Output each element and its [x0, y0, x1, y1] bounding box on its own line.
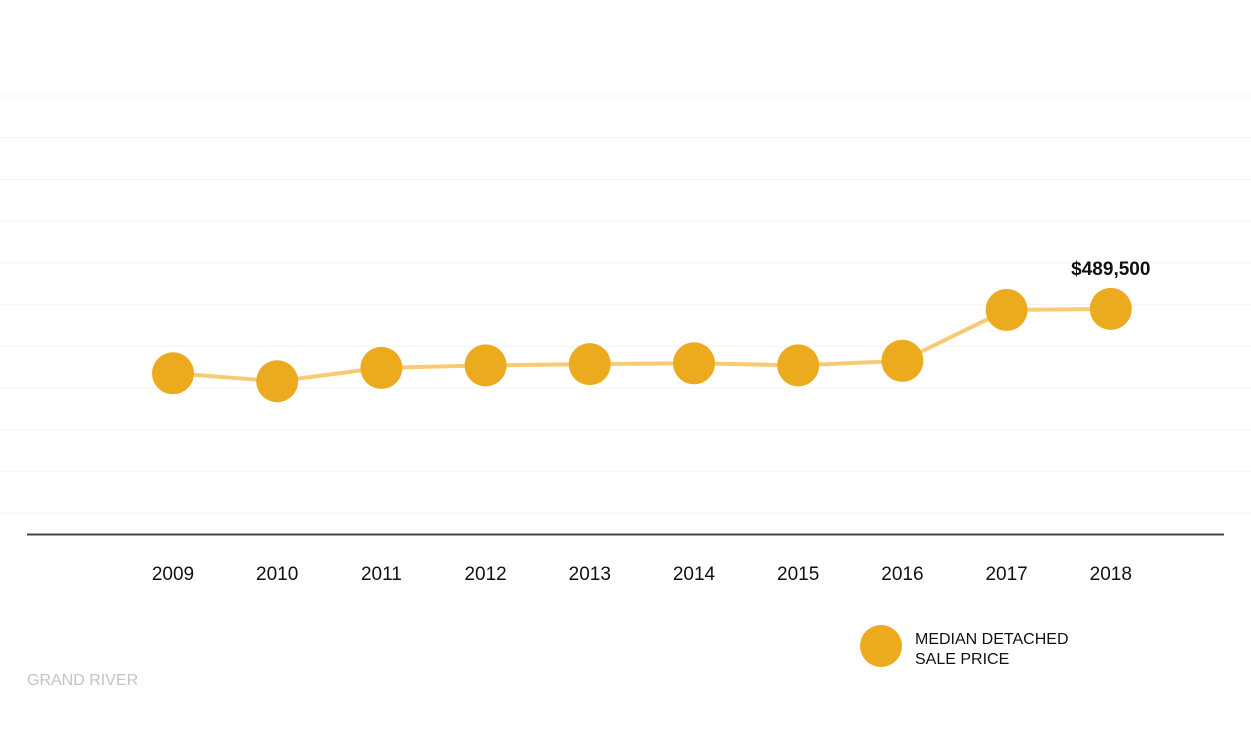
x-tick-label-2010: 2010: [256, 564, 298, 585]
data-point-2011: [360, 346, 403, 389]
x-tick-label-2014: 2014: [673, 564, 716, 585]
x-tick-label-2011: 2011: [361, 564, 402, 585]
series-line: [171, 306, 1113, 384]
data-point-2018: [1089, 287, 1132, 330]
x-tick-label-2013: 2013: [569, 564, 611, 585]
data-point-2015: [777, 344, 820, 387]
data-point-2013: [568, 343, 611, 386]
data-point-2016: [881, 339, 924, 382]
data-label-2018: $489,500: [1071, 259, 1150, 280]
x-tick-label-2018: 2018: [1090, 564, 1132, 585]
x-tick-label-2009: 2009: [152, 564, 194, 585]
source-label: GRAND RIVER: [27, 672, 138, 689]
data-points: [152, 287, 1132, 403]
x-tick-label-2016: 2016: [881, 564, 923, 585]
data-point-2017: [985, 288, 1028, 331]
x-tick-label-2017: 2017: [985, 564, 1027, 585]
data-point-2009: [152, 352, 194, 395]
x-tick-label-2015: 2015: [777, 564, 819, 585]
data-point-2010: [256, 360, 299, 403]
annotations: $489,500: [1071, 259, 1150, 280]
x-tick-label-2012: 2012: [464, 564, 506, 585]
legend-label-line1: MEDIAN DETACHED: [915, 631, 1069, 648]
legend-label-line2: SALE PRICE: [915, 651, 1009, 668]
legend-marker: [860, 625, 902, 667]
data-point-2014: [673, 342, 715, 385]
legend: MEDIAN DETACHED SALE PRICE: [860, 625, 1069, 668]
x-tick-labels: 2009 2010 2011 2012 2013 2014 2015 2016 2017 2018: [152, 564, 1132, 585]
grid-lines: [0, 95, 1251, 514]
data-point-2012: [464, 344, 507, 387]
